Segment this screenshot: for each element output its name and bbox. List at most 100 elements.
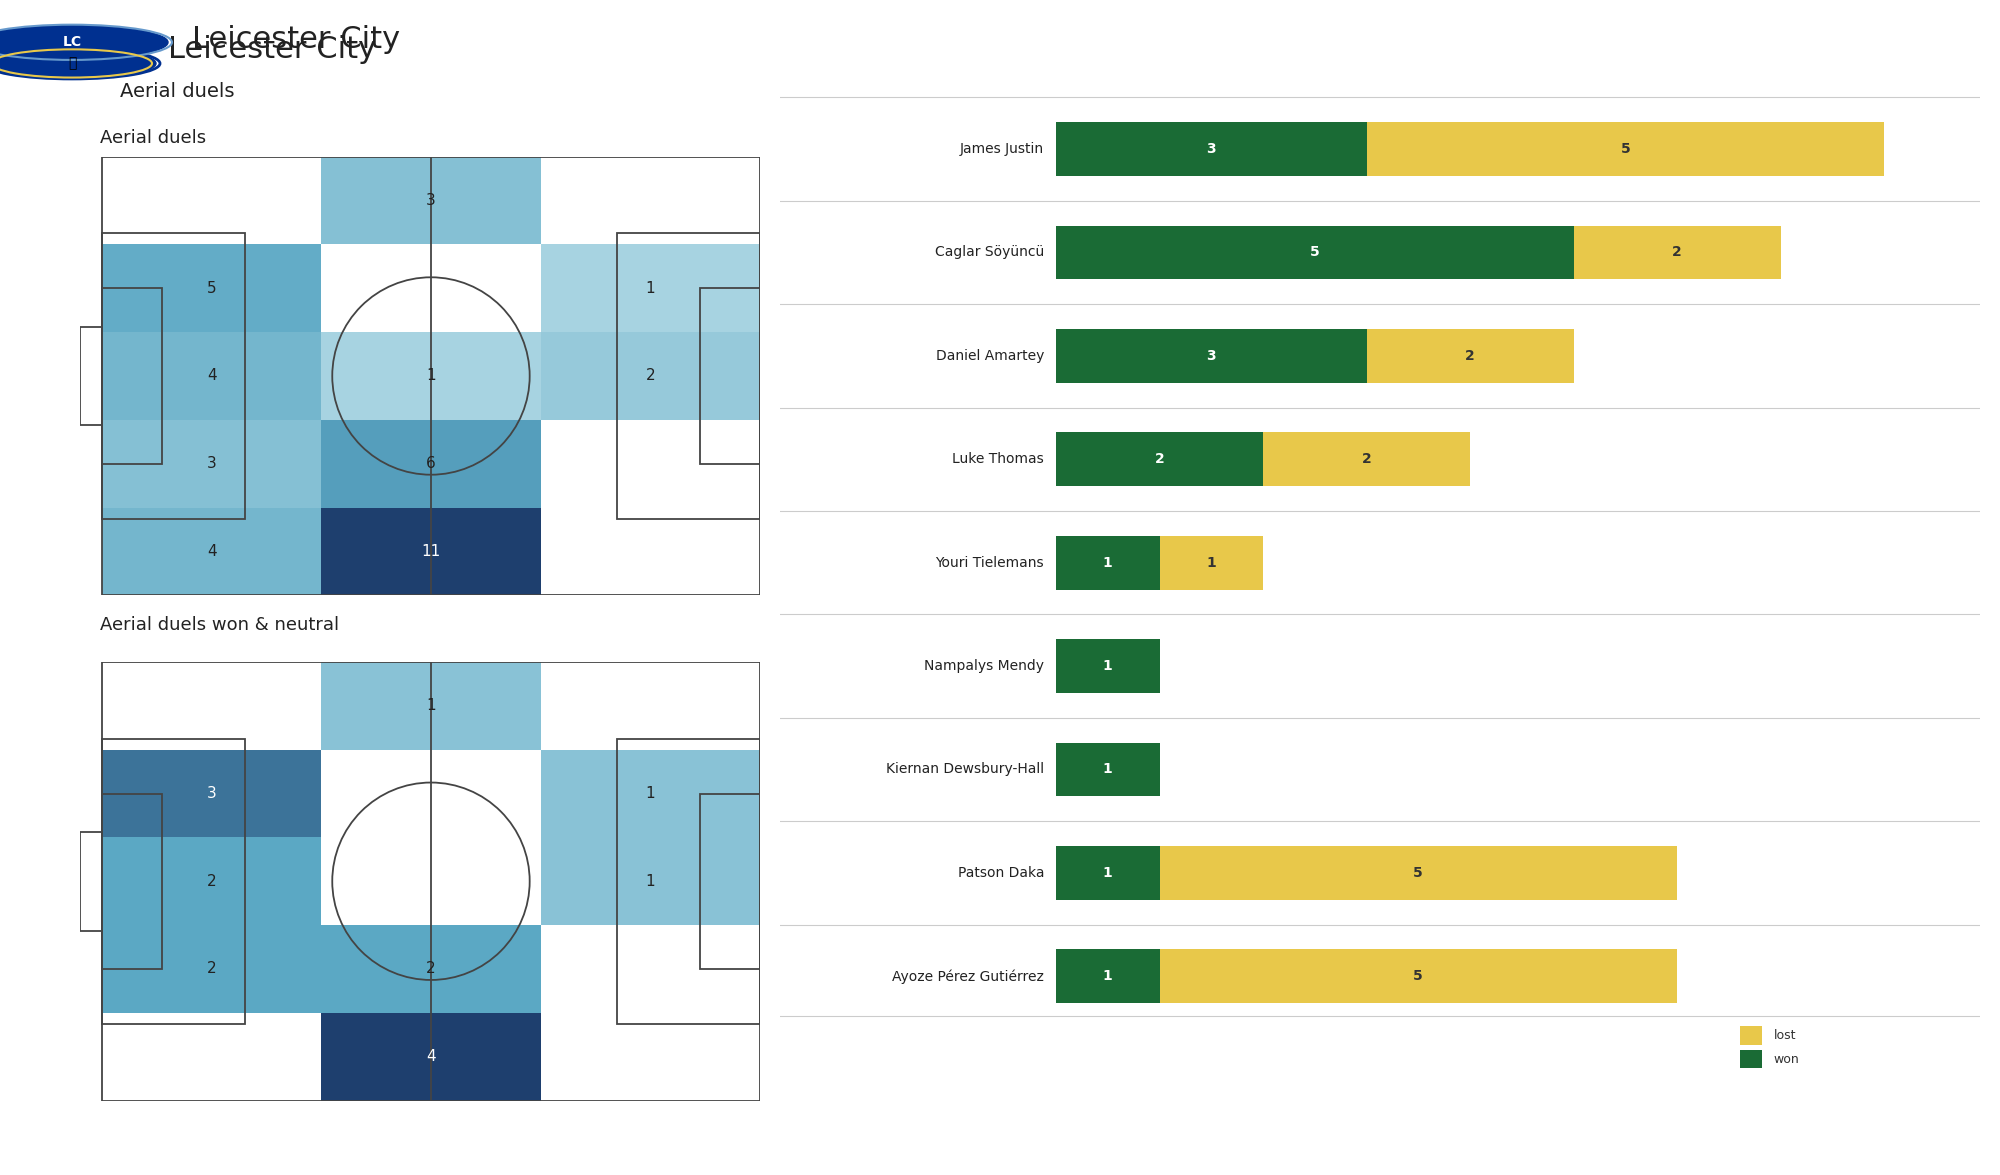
Text: 3: 3 [206,456,216,471]
Bar [1574,226,1780,280]
Bar [1056,536,1160,590]
Text: 2: 2 [426,961,436,976]
Text: lost: lost [1774,1029,1796,1042]
Bar [1056,226,1574,280]
Bar [322,925,540,1013]
Text: Ayoze Pérez Gutiérrez: Ayoze Pérez Gutiérrez [892,969,1044,983]
Text: Nampalys Mendy: Nampalys Mendy [924,659,1044,673]
Text: Leicester City: Leicester City [192,25,400,54]
Text: won: won [1774,1053,1800,1066]
Text: 🦊: 🦊 [68,56,76,70]
Bar [1160,949,1676,1003]
Bar [1056,432,1264,486]
Bar [618,234,760,518]
Text: 3: 3 [1206,142,1216,156]
Bar [322,419,540,508]
Bar [322,333,540,419]
Bar [322,750,540,838]
Bar [102,288,162,464]
Bar [1740,1049,1762,1068]
Bar [540,156,760,244]
Text: 1: 1 [426,698,436,713]
Text: Luke Thomas: Luke Thomas [952,452,1044,466]
Text: 1: 1 [1102,556,1112,570]
Bar [618,739,760,1023]
Text: 3: 3 [206,786,216,801]
Bar [700,793,760,969]
Bar [1264,432,1470,486]
Bar [1366,329,1574,383]
Bar [1740,1026,1762,1045]
Text: 2: 2 [1362,452,1372,466]
Text: 1: 1 [1102,659,1112,673]
Text: 1: 1 [646,281,656,296]
Text: 5: 5 [1414,969,1424,983]
Bar [540,662,760,750]
Bar [102,419,322,508]
Text: 2: 2 [1672,246,1682,260]
Bar [1366,122,1884,176]
Text: 11: 11 [422,544,440,559]
Bar [322,662,540,750]
Bar [1056,639,1160,693]
Text: 5: 5 [1310,246,1320,260]
Text: Kiernan Dewsbury-Hall: Kiernan Dewsbury-Hall [886,763,1044,777]
Text: James Justin: James Justin [960,142,1044,156]
Bar [760,327,782,425]
Bar [540,925,760,1013]
Bar [1056,122,1366,176]
Text: 2: 2 [1466,349,1474,363]
Text: 3: 3 [426,193,436,208]
Bar [80,832,102,931]
Bar [540,419,760,508]
Text: 1: 1 [646,786,656,801]
Bar [102,662,322,750]
Text: 2: 2 [206,874,216,888]
Text: 5: 5 [1414,866,1424,880]
Text: 1: 1 [1102,763,1112,777]
Text: Aerial duels: Aerial duels [100,129,206,147]
Bar [760,832,782,931]
Bar [322,1013,540,1101]
Text: 1: 1 [1102,969,1112,983]
Text: 1: 1 [1102,866,1112,880]
Text: Aerial duels: Aerial duels [120,82,234,101]
Bar [1056,329,1366,383]
Bar [1056,743,1160,797]
Bar [1056,949,1160,1003]
Text: 5: 5 [1620,142,1630,156]
Bar [102,1013,322,1101]
Bar [540,1013,760,1101]
Bar [540,750,760,838]
Text: Daniel Amartey: Daniel Amartey [936,349,1044,363]
Bar [540,333,760,419]
Text: LC: LC [62,35,82,49]
Bar [1056,846,1160,900]
Bar [102,838,322,925]
Bar [80,327,102,425]
Text: 1: 1 [426,369,436,383]
Text: Leicester City: Leicester City [168,35,376,63]
Text: Youri Tielemans: Youri Tielemans [936,556,1044,570]
Bar [102,333,322,419]
Text: Caglar Söyüncü: Caglar Söyüncü [934,246,1044,260]
Circle shape [0,26,168,59]
Text: 5: 5 [206,281,216,296]
Bar [102,508,322,596]
Text: 1: 1 [646,874,656,888]
Bar [102,739,244,1023]
Bar [102,234,244,518]
Bar [102,925,322,1013]
Text: Patson Daka: Patson Daka [958,866,1044,880]
Text: 4: 4 [426,1049,436,1065]
Bar [700,288,760,464]
Bar [1160,536,1264,590]
Bar [102,244,322,333]
Text: 2: 2 [1154,452,1164,466]
Text: 2: 2 [206,961,216,976]
Bar [322,508,540,596]
Bar [540,244,760,333]
Bar [322,156,540,244]
Bar [1160,846,1676,900]
Text: Aerial duels won & neutral: Aerial duels won & neutral [100,617,340,634]
